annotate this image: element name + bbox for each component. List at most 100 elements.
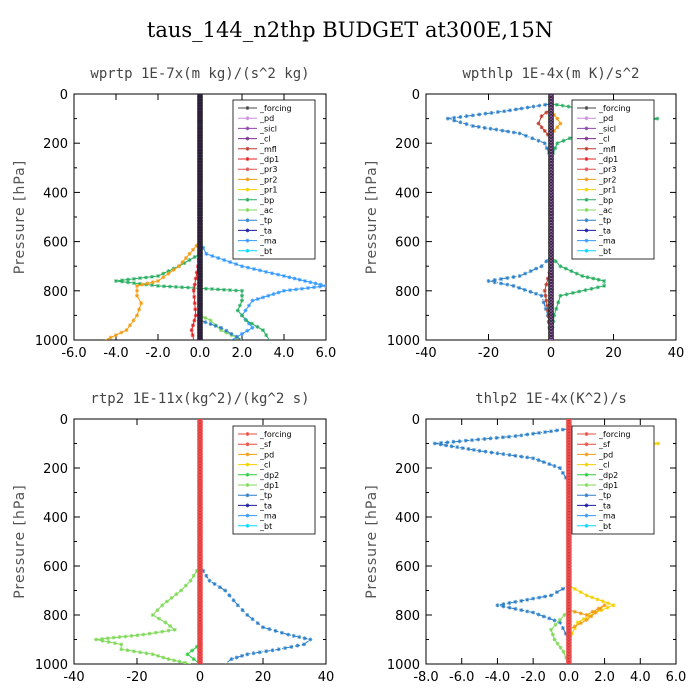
series-marker — [560, 470, 565, 475]
zero-marker — [565, 510, 572, 517]
zero-marker — [196, 463, 203, 470]
series-marker — [156, 274, 160, 279]
series-marker — [585, 275, 590, 280]
y-tick-label: 200 — [43, 137, 68, 152]
series-marker — [552, 618, 557, 623]
zero-marker — [196, 510, 203, 517]
zero-marker — [548, 312, 555, 319]
y-axis-label: Pressure [hPa] — [364, 484, 380, 598]
zero-marker — [548, 259, 555, 266]
legend-entry: _bp — [598, 196, 613, 205]
zero-marker — [565, 657, 572, 664]
zero-marker — [196, 574, 203, 581]
series-marker — [185, 652, 190, 657]
legend-entry: _pr1 — [598, 186, 616, 195]
zero-marker — [196, 527, 203, 534]
series-marker — [511, 275, 516, 280]
series-marker — [150, 280, 155, 285]
zero-marker — [196, 542, 203, 549]
legend-marker — [584, 442, 589, 447]
series-marker — [135, 288, 139, 293]
series-marker — [495, 110, 500, 115]
series-marker — [270, 648, 275, 653]
zero-marker — [196, 158, 203, 165]
series-marker — [546, 151, 551, 156]
series-marker — [449, 444, 454, 449]
series-marker — [564, 292, 569, 297]
zero-marker — [196, 141, 203, 148]
legend-entry: _sicl — [598, 124, 616, 133]
series-marker — [273, 628, 278, 633]
zero-marker — [196, 315, 203, 322]
x-tick-label: -20 — [126, 670, 147, 685]
zero-marker — [548, 138, 555, 145]
zero-marker — [196, 471, 203, 478]
legend-entry: _ac — [259, 206, 273, 215]
zero-marker — [196, 265, 203, 272]
series-marker — [536, 121, 541, 126]
zero-marker — [196, 268, 203, 275]
series-marker — [112, 641, 117, 646]
zero-marker — [196, 333, 203, 340]
series-marker — [135, 313, 139, 318]
y-tick-label: 1000 — [387, 334, 420, 349]
zero-marker — [196, 188, 203, 195]
zero-marker — [565, 568, 572, 575]
series-marker — [555, 125, 560, 130]
zero-marker — [548, 268, 555, 275]
series-marker — [150, 283, 154, 288]
zero-marker — [548, 276, 555, 283]
y-axis-label: Pressure [hPa] — [364, 160, 380, 274]
series-marker — [279, 630, 284, 635]
zero-marker — [548, 96, 555, 103]
zero-marker — [196, 111, 203, 118]
y-tick-label: 600 — [395, 236, 420, 251]
legend-entry: _pd — [259, 114, 274, 123]
zero-marker — [548, 209, 555, 216]
series-marker — [501, 604, 506, 609]
series-marker — [276, 647, 281, 652]
zero-marker — [196, 648, 203, 655]
zero-marker — [548, 176, 555, 183]
zero-marker — [565, 651, 572, 658]
series-marker — [168, 284, 172, 289]
legend-entry: _pd — [598, 114, 613, 123]
series-marker — [455, 445, 460, 450]
zero-marker — [565, 648, 572, 655]
series-marker — [595, 285, 600, 290]
series-marker — [141, 632, 146, 637]
y-tick-label: 1000 — [387, 658, 420, 673]
series-marker — [519, 454, 524, 459]
series-marker — [482, 436, 487, 441]
legend-entry: _pr3 — [259, 165, 277, 174]
series-marker — [182, 261, 187, 266]
series-marker — [251, 651, 256, 656]
legend-marker — [245, 472, 250, 477]
series-marker — [591, 276, 596, 281]
series-marker — [507, 108, 512, 113]
zero-marker — [196, 229, 203, 236]
series-marker — [438, 442, 443, 447]
y-tick-label: 0 — [60, 88, 68, 103]
zero-marker — [196, 483, 203, 490]
series-marker — [557, 617, 562, 622]
zero-marker — [197, 336, 203, 340]
x-tick-label: -4.0 — [103, 346, 128, 361]
series-marker — [190, 648, 195, 653]
zero-marker — [548, 244, 555, 251]
series-marker — [519, 608, 524, 613]
zero-marker — [565, 424, 572, 431]
series-marker — [111, 635, 116, 640]
zero-marker — [565, 477, 572, 484]
zero-marker — [565, 501, 572, 508]
series-marker — [445, 440, 450, 445]
series-marker — [505, 276, 510, 281]
series-marker — [547, 462, 552, 467]
series-marker — [511, 283, 516, 288]
zero-marker — [548, 206, 555, 213]
series-marker — [492, 277, 497, 282]
series-marker — [184, 256, 188, 260]
series-marker — [507, 605, 512, 610]
series-marker — [210, 253, 215, 258]
series-marker — [486, 278, 491, 283]
